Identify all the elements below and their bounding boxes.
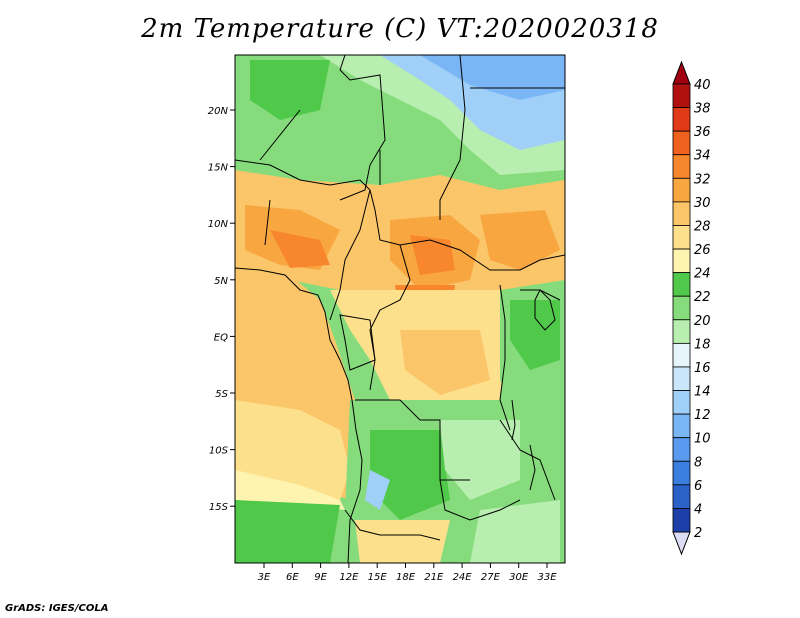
colorbar-label: 2 bbox=[694, 526, 702, 541]
latitude-axis: 20N 15N 10N 5N EQ 5S 10S 15S bbox=[208, 106, 235, 513]
colorbar-segment bbox=[672, 460, 691, 486]
colorbar-label: 14 bbox=[694, 385, 711, 400]
colorbar-label: 6 bbox=[694, 479, 702, 494]
lon-tick-label: 33E bbox=[537, 572, 557, 583]
colorbar-segment bbox=[672, 272, 691, 297]
lat-tick-label: 20N bbox=[208, 106, 229, 117]
lon-tick-label: 9E bbox=[314, 572, 327, 583]
colorbar: 40 38 36 34 32 30 28 26 24 22 20 18 16 14 12 10 8 6 4 2 bbox=[672, 60, 711, 556]
lon-tick-label: 6E bbox=[286, 572, 299, 583]
lon-tick-label: 3E bbox=[258, 572, 271, 583]
colorbar-segment bbox=[672, 225, 691, 250]
colorbar-label: 30 bbox=[694, 196, 711, 211]
lat-tick-label: 10S bbox=[209, 446, 229, 457]
colorbar-over-triangle bbox=[672, 60, 691, 85]
lon-tick-label: 15E bbox=[368, 572, 388, 583]
lat-tick-label: EQ bbox=[214, 332, 228, 343]
colorbar-label: 16 bbox=[694, 361, 711, 376]
colorbar-segment bbox=[672, 154, 691, 179]
colorbar-segment bbox=[672, 413, 691, 439]
temperature-field bbox=[235, 55, 565, 563]
colorbar-segment bbox=[672, 484, 691, 509]
colorbar-under-triangle bbox=[672, 531, 691, 556]
colorbar-label: 22 bbox=[694, 290, 711, 305]
colorbar-segment bbox=[672, 508, 691, 533]
lat-tick-label: 5S bbox=[215, 389, 228, 400]
colorbar-segment bbox=[672, 248, 691, 274]
colorbar-label: 32 bbox=[694, 172, 711, 187]
colorbar-label: 34 bbox=[694, 149, 711, 164]
colorbar-segment bbox=[672, 177, 691, 203]
colorbar-label: 12 bbox=[694, 408, 711, 423]
map-title: 2m Temperature (C) VT:2020020318 bbox=[141, 14, 659, 44]
colorbar-segment bbox=[672, 201, 691, 226]
lon-tick-label: 21E bbox=[424, 572, 444, 583]
lat-tick-label: 15S bbox=[209, 502, 229, 513]
colorbar-label: 40 bbox=[694, 78, 711, 93]
colorbar-segment bbox=[672, 342, 691, 368]
colorbar-label: 28 bbox=[694, 219, 711, 234]
colorbar-segment bbox=[672, 295, 691, 321]
footer-credit: GrADS: IGES/COLA bbox=[5, 603, 109, 614]
lat-tick-label: 10N bbox=[208, 219, 229, 230]
lon-tick-label: 30E bbox=[509, 572, 529, 583]
longitude-axis: 3E 6E 9E 12E 15E 18E 21E 24E 27E 30E 33E bbox=[258, 563, 557, 583]
colorbar-segment bbox=[672, 83, 691, 108]
colorbar-segment bbox=[672, 366, 691, 391]
lat-tick-label: 5N bbox=[214, 276, 228, 287]
colorbar-label: 4 bbox=[694, 502, 702, 517]
colorbar-label: 8 bbox=[694, 455, 702, 470]
colorbar-label: 20 bbox=[694, 314, 711, 329]
lon-tick-label: 12E bbox=[339, 572, 359, 583]
lat-tick-label: 15N bbox=[208, 163, 229, 174]
colorbar-segment bbox=[672, 107, 691, 132]
lon-tick-label: 27E bbox=[481, 572, 501, 583]
colorbar-segment bbox=[672, 130, 691, 156]
colorbar-label: 36 bbox=[694, 125, 711, 140]
colorbar-segment bbox=[672, 390, 691, 415]
colorbar-label: 24 bbox=[694, 267, 711, 282]
colorbar-label: 38 bbox=[694, 102, 711, 117]
colorbar-label: 10 bbox=[694, 432, 711, 447]
colorbar-segment bbox=[672, 437, 691, 462]
map-frame bbox=[234, 54, 566, 564]
lon-tick-label: 18E bbox=[396, 572, 416, 583]
lon-tick-label: 24E bbox=[453, 572, 473, 583]
colorbar-segment bbox=[672, 319, 691, 344]
colorbar-label: 26 bbox=[694, 243, 711, 258]
colorbar-label: 18 bbox=[694, 337, 711, 352]
